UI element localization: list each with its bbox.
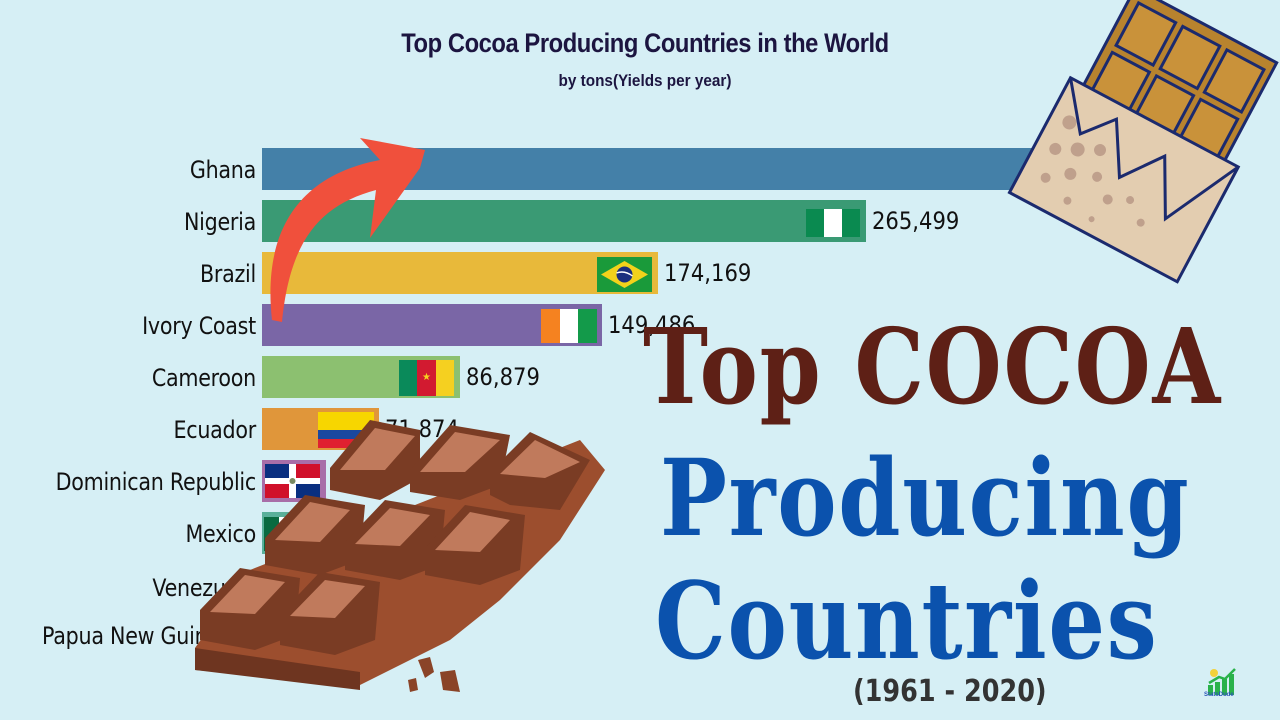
- headline-line-1: Top COCOA: [643, 305, 1222, 428]
- bar-value: 71,874: [385, 415, 459, 443]
- country-label: Ivory Coast: [142, 312, 256, 340]
- bar-row-cameroon: Cameroon ★ 86,879: [0, 356, 1280, 400]
- bar-value: 265,499: [872, 207, 960, 235]
- country-label: Dominican Republic: [55, 468, 257, 496]
- bar-row-ghana: Ghana: [0, 148, 1280, 192]
- bar-nigeria: [262, 200, 866, 242]
- bar-row-brazil: Brazil 174,169: [0, 252, 1280, 296]
- bar-value: 86,879: [466, 363, 540, 391]
- mexico-flag-icon: [264, 517, 309, 551]
- country-label: Ecuador: [173, 416, 256, 444]
- chart-title: Top Cocoa Producing Countries in the Wor…: [401, 28, 889, 58]
- country-label: Papua New Guinea: [42, 622, 233, 650]
- dominican-republic-flag-icon: [265, 464, 320, 498]
- nigeria-flag-icon: [806, 209, 860, 237]
- bar-value: 174,169: [664, 259, 752, 287]
- headline-line-3: Countries: [655, 558, 1159, 683]
- country-label: Nigeria: [183, 208, 256, 236]
- chart-subtitle: by tons(Yields per year): [558, 71, 732, 90]
- country-label: Brazil: [199, 260, 256, 288]
- bar-chart-growth-icon: [1208, 668, 1236, 695]
- headline-line-2: Producing: [660, 435, 1191, 560]
- bar-row-nigeria: Nigeria 265,499: [0, 200, 1280, 244]
- ivory-coast-flag-icon: [541, 309, 597, 343]
- country-label: Mexico: [185, 520, 256, 548]
- logo-text: StatsDude: [1204, 692, 1234, 698]
- bar-value: 149,486: [608, 311, 696, 339]
- bar-ghana: [262, 148, 1222, 190]
- country-label: Cameroon: [151, 364, 256, 392]
- country-label: Venezuela: [152, 574, 256, 602]
- brazil-flag-icon: [597, 257, 652, 292]
- cameroon-flag-icon: ★: [399, 360, 454, 396]
- country-label: Ghana: [189, 156, 256, 184]
- year-range: (1961 - 2020): [853, 674, 1047, 709]
- ecuador-flag-icon: [318, 412, 374, 448]
